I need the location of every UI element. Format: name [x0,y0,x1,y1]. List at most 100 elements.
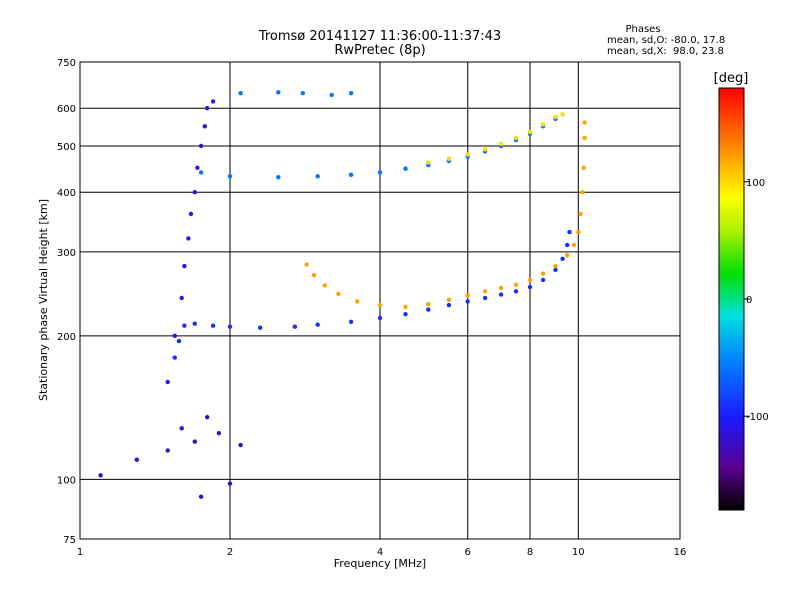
data-point [403,166,408,171]
data-point [98,473,103,478]
data-point [482,147,488,152]
data-point [446,297,452,302]
data-point [377,170,383,175]
data-point [377,302,383,308]
data-point [498,292,504,297]
data-point [348,172,354,177]
data-point [403,304,408,310]
data-point [571,242,577,248]
data-point [179,295,184,301]
data-point [227,481,233,486]
data-point [498,285,504,291]
x-tick-label: 2 [227,547,233,558]
colorbar-label: [deg] [714,71,749,86]
y-tick-label: 600 [57,104,76,115]
y-tick-label: 300 [57,248,76,259]
data-point [292,324,298,329]
data-point [188,211,194,217]
data-point [348,91,354,96]
data-point [300,91,305,96]
data-point [540,122,546,127]
y-tick-label: 75 [63,535,76,546]
data-point [165,448,170,453]
data-point [482,295,488,301]
data-point [377,315,383,321]
data-point [540,271,546,276]
data-point [560,112,565,117]
data-point [179,426,184,431]
data-point [426,302,431,307]
data-point [576,229,581,235]
data-point [527,284,533,290]
stats-heading: Phases [625,24,660,35]
y-tick-label: 200 [57,332,76,343]
y-tick-label: 100 [57,475,76,486]
data-point [553,263,558,269]
data-point [202,124,207,129]
data-point [198,494,204,499]
data-point [446,302,452,308]
data-point [192,439,197,444]
data-point [238,442,243,448]
colorbar-tick-label: 100 [746,178,765,189]
data-point [210,99,216,104]
data-point [540,277,546,283]
data-point [276,90,281,95]
data-point [560,256,565,261]
data-point [311,273,317,278]
colorbar-tick-label: -100 [746,412,769,423]
x-tick-label: 1 [77,547,83,558]
stats-line-x: mean, sd,X: 98.0, 23.8 [607,46,724,57]
data-point [216,431,222,436]
data-point [513,282,519,287]
data-point [582,120,587,125]
data-point [192,321,197,326]
y-axis-ticks: 75 100 200 300 400 500 600 750 [57,58,76,546]
colorbar: [deg] 100 0 -100 [714,71,769,511]
y-axis-label: Stationary phase Virtual Height [km] [37,199,50,401]
data-point [315,174,320,179]
data-point [192,190,197,195]
data-point [336,291,341,296]
data-point [322,283,327,288]
data-point [565,253,570,258]
data-point [198,170,204,175]
x-tick-label: 4 [377,547,383,558]
data-point [348,319,354,324]
stats-line-o: mean, sd,O: -80.0, 17.8 [607,35,725,46]
data-point [195,165,200,170]
data-point [238,91,243,96]
data-point [182,263,187,269]
x-axis-label: Frequency [MHz] [334,557,426,570]
data-point [176,338,182,344]
data-point [426,307,431,312]
data-point [205,415,210,420]
data-point [553,267,558,272]
data-point [465,293,470,298]
data-point [315,322,320,327]
y-tick-label: 400 [57,188,76,199]
data-points [98,90,587,499]
data-point [165,379,170,385]
x-tick-label: 8 [527,547,533,558]
data-point [276,175,281,180]
data-point [355,299,360,304]
x-tick-label: 10 [572,547,585,558]
data-point [403,312,408,317]
colorbar-ticks: 100 0 -100 [744,178,769,423]
data-point [465,152,470,157]
data-point [329,92,334,98]
y-tick-label: 500 [57,142,76,153]
data-point [182,323,187,328]
data-point [205,106,210,111]
data-point [446,156,452,161]
data-point [581,165,586,170]
data-point [527,129,533,135]
data-point [527,277,533,283]
x-tick-label: 6 [465,547,471,558]
y-tick-label: 750 [57,58,76,69]
chart-title: Tromsø 20141127 11:36:00-11:37:43 [258,29,501,44]
data-point [186,236,191,241]
data-point [227,174,233,179]
data-point [582,135,587,141]
